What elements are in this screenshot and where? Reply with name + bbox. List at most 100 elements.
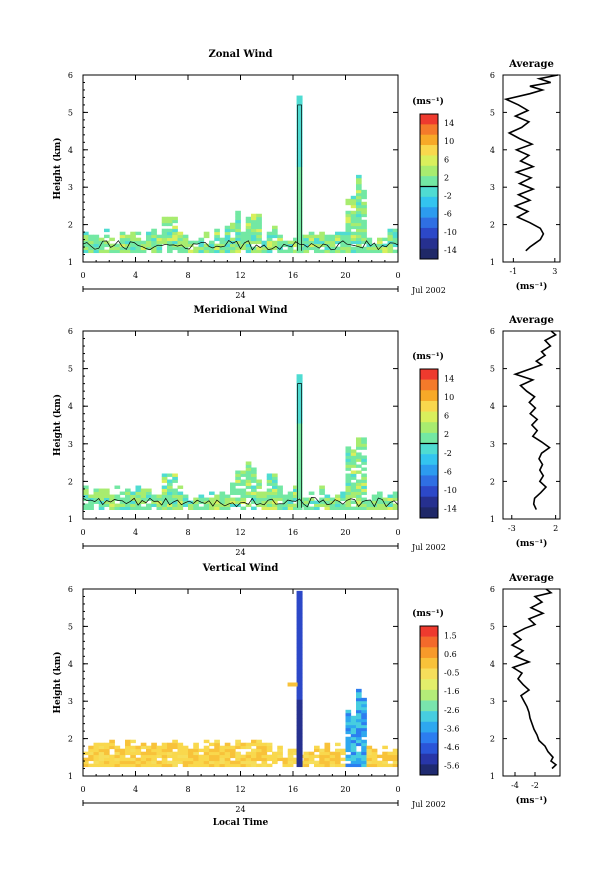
field-cell (119, 757, 126, 762)
field-cell (93, 757, 100, 762)
field-cell (261, 760, 268, 765)
field-cell (130, 748, 136, 753)
field-cell (345, 736, 352, 741)
convective-column (296, 449, 303, 454)
field-cell (177, 754, 184, 759)
field-cell (277, 488, 283, 492)
colorbar-tick-label: 2 (444, 430, 449, 439)
field-cell (392, 751, 399, 756)
field-cell (182, 240, 189, 245)
field-cell (172, 479, 178, 483)
convective-column (296, 385, 303, 390)
field-cell (308, 243, 315, 248)
field-cell (329, 763, 336, 768)
field-cell (251, 219, 257, 224)
field-cell (230, 503, 236, 507)
field-cell (224, 503, 231, 507)
profile-y-tick-label: 6 (490, 585, 495, 594)
y-tick-label: 1 (68, 772, 73, 781)
field-cell (161, 479, 168, 483)
date-day-label: 24 (235, 805, 245, 814)
field-cell (203, 506, 210, 510)
field-cell (177, 757, 184, 762)
field-cell (251, 249, 257, 254)
field-cell (356, 243, 362, 248)
field-cell (324, 751, 331, 756)
field-cell (371, 506, 378, 510)
colorbar-tick-label: 6 (444, 412, 449, 421)
field-cell (371, 754, 378, 759)
field-cell (319, 751, 325, 756)
field-cell (98, 506, 105, 510)
field-cell (361, 733, 367, 738)
field-cell (219, 763, 226, 768)
convective-column (296, 650, 303, 655)
field-cell (130, 246, 136, 251)
convective-column (296, 487, 303, 492)
field-cell (125, 234, 131, 239)
field-cell (125, 500, 131, 504)
convective-column (296, 755, 303, 760)
field-cell (387, 240, 394, 245)
convective-column (296, 505, 303, 510)
convective-column (296, 759, 303, 764)
field-cell (356, 195, 362, 200)
field-cell (172, 219, 178, 224)
field-cell (193, 742, 199, 747)
field-cell (146, 234, 152, 239)
field-cell (214, 742, 220, 747)
field-cell (361, 724, 367, 729)
date-day-label: 24 (235, 291, 245, 300)
field-cell (314, 754, 320, 759)
field-cell (272, 760, 278, 765)
field-cell (83, 760, 89, 765)
field-cell (361, 742, 367, 747)
field-cell (272, 754, 278, 759)
field-cell (266, 748, 273, 753)
field-cell (377, 506, 383, 510)
field-cell (177, 234, 184, 239)
field-cell (350, 216, 357, 221)
colorbar-tick-label: 0.6 (444, 650, 457, 659)
field-cell (261, 757, 268, 762)
field-cell (235, 473, 241, 477)
convective-column (296, 99, 303, 104)
field-cell (93, 494, 100, 498)
field-cell (324, 497, 331, 501)
field-cell (366, 500, 373, 504)
field-cell (177, 506, 184, 510)
field-cell (245, 754, 252, 759)
field-cell (230, 751, 236, 756)
field-cell (356, 500, 362, 504)
field-cell (303, 757, 310, 762)
field-cell (256, 497, 262, 501)
field-cell (314, 745, 320, 750)
field-cell (345, 249, 352, 254)
convective-column (296, 498, 303, 503)
field-cell (272, 482, 278, 486)
field-cell (345, 231, 352, 236)
field-cell (224, 494, 231, 498)
field-cell (366, 243, 373, 248)
y-axis-label: Height (km) (52, 137, 63, 199)
field-cell (230, 497, 236, 501)
field-cell (345, 739, 352, 744)
colorbar-tick-label: 1.5 (444, 631, 457, 640)
colorbar-tick-label: 2 (444, 173, 449, 182)
field-cell (356, 207, 362, 212)
field-cell (266, 473, 273, 477)
field-cell (308, 240, 315, 245)
field-cell (361, 700, 367, 705)
field-cell (340, 249, 346, 254)
field-cell (156, 763, 163, 768)
field-cell (335, 754, 341, 759)
field-cell (251, 485, 257, 489)
field-cell (382, 751, 388, 756)
field-cell (335, 742, 341, 747)
field-cell (188, 748, 194, 753)
field-cell (167, 491, 173, 495)
field-cell (356, 249, 362, 254)
